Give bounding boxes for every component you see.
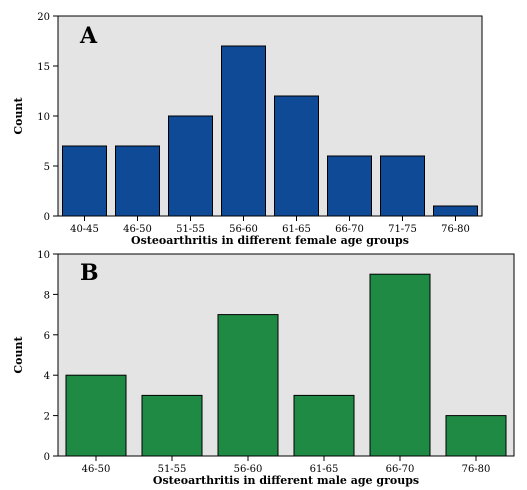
x-tick-label: 76-80 [441,224,470,235]
bar-66-70 [370,274,430,456]
panel-letter: A [79,23,98,49]
y-tick-label: 15 [37,62,50,73]
bar-66-70 [328,156,372,216]
bar-61-65 [294,395,354,456]
bar-76-80 [446,416,506,456]
bar-56-60 [222,46,266,216]
bar-56-60 [218,315,278,456]
y-tick-label: 2 [44,412,50,423]
y-tick-label: 10 [37,250,50,261]
x-axis-title: Osteoarthritis in different male age gro… [153,474,419,487]
bar-46-50 [116,146,160,216]
y-tick-label: 10 [37,112,50,123]
y-axis-title: Count [12,96,25,134]
bar-71-75 [381,156,425,216]
y-tick-label: 0 [44,212,50,223]
y-tick-label: 20 [37,12,50,23]
x-axis-title: Osteoarthritis in different female age g… [131,234,409,247]
bar-46-50 [66,375,126,456]
bar-61-65 [275,96,319,216]
panel-letter: B [80,260,99,286]
y-tick-label: 4 [44,371,50,382]
bar-51-55 [142,395,202,456]
x-tick-label: 46-50 [82,464,111,475]
bar-76-80 [434,206,478,216]
y-tick-label: 5 [44,162,50,173]
x-tick-label: 76-80 [462,464,491,475]
x-tick-label: 40-45 [70,224,99,235]
y-tick-label: 6 [44,331,50,342]
y-tick-label: 0 [44,452,50,463]
bar-51-55 [169,116,213,216]
bar-40-45 [63,146,107,216]
y-axis-title: Count [12,335,25,373]
y-tick-label: 8 [44,290,50,301]
